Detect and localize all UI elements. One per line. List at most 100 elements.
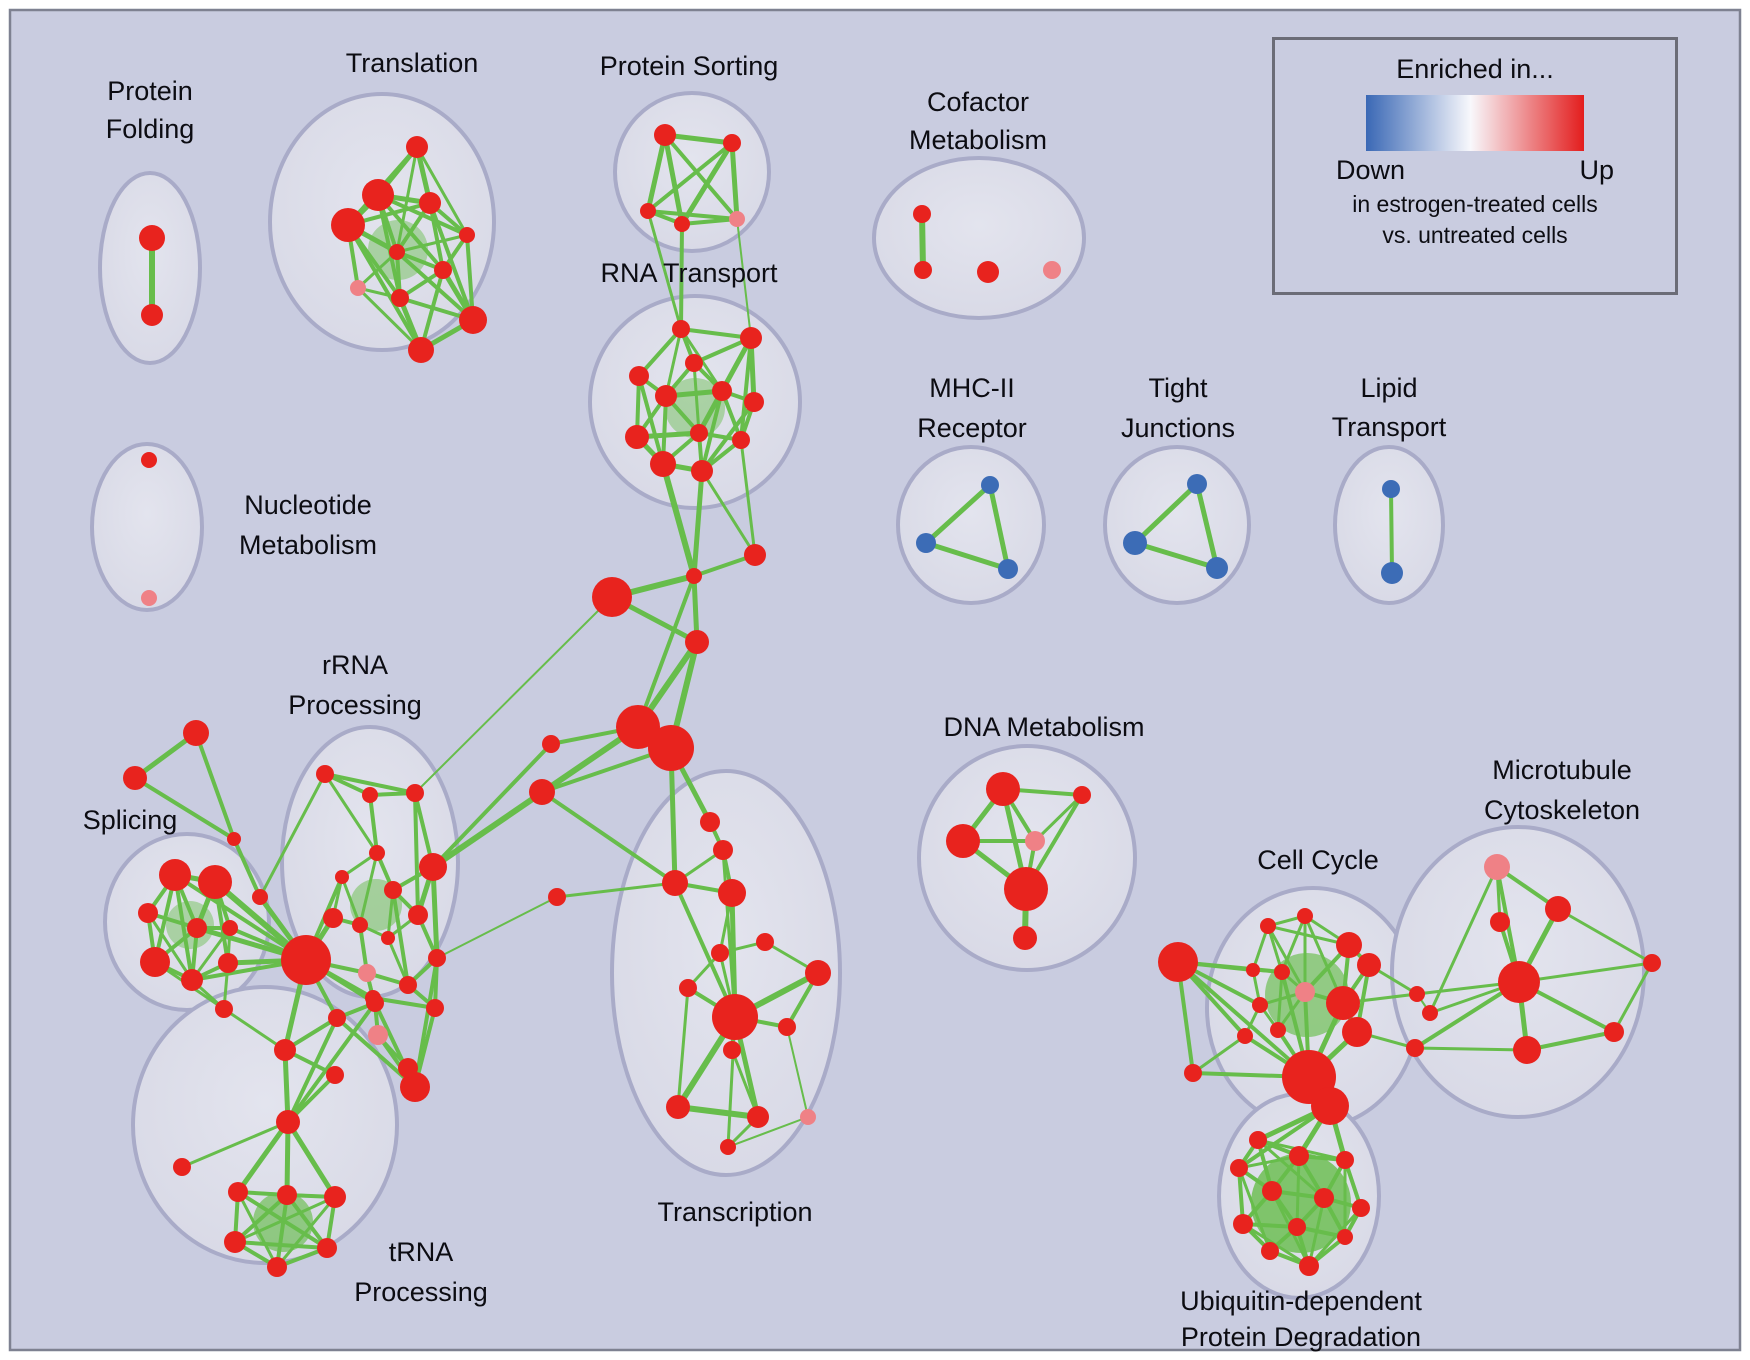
node-mhc-ii-receptor[interactable]: [998, 559, 1018, 579]
node-rna-transport[interactable]: [744, 392, 764, 412]
node-rrna-processing[interactable]: [323, 908, 343, 928]
node-cell-cycle[interactable]: [1260, 918, 1276, 934]
node-translation[interactable]: [391, 289, 409, 307]
node-trna-processing[interactable]: [400, 1072, 430, 1102]
node-cell-cycle[interactable]: [1158, 942, 1198, 982]
node-splicing[interactable]: [140, 947, 170, 977]
node-tight-junctions[interactable]: [1187, 474, 1207, 494]
node-ubiquitin-degradation[interactable]: [1337, 1229, 1353, 1245]
node-dna-metabolism[interactable]: [1025, 831, 1045, 851]
node-nucleotide-metabolism[interactable]: [141, 590, 157, 606]
node-transcription[interactable]: [756, 933, 774, 951]
node-rrna-processing[interactable]: [362, 787, 378, 803]
node-splicing[interactable]: [215, 1000, 233, 1018]
node-dna-metabolism[interactable]: [946, 824, 980, 858]
node-cell-cycle[interactable]: [1237, 1028, 1253, 1044]
node-transcription[interactable]: [805, 960, 831, 986]
node-rrna-processing[interactable]: [426, 999, 444, 1017]
node-transcription[interactable]: [662, 870, 688, 896]
node-dna-metabolism[interactable]: [1004, 867, 1048, 911]
node-rrna-processing[interactable]: [369, 845, 385, 861]
node-rna-transport[interactable]: [625, 425, 649, 449]
node-protein-sorting[interactable]: [723, 134, 741, 152]
node-cofactor-metabolism[interactable]: [977, 261, 999, 283]
node-central[interactable]: [648, 725, 694, 771]
node-dna-metabolism[interactable]: [986, 772, 1020, 806]
node-translation[interactable]: [459, 227, 475, 243]
node-cell-cycle[interactable]: [1342, 1017, 1372, 1047]
node-splicing[interactable]: [218, 953, 238, 973]
node-transcription[interactable]: [723, 1041, 741, 1059]
node-rrna-processing[interactable]: [408, 905, 428, 925]
node-transcription[interactable]: [718, 879, 746, 907]
node-cell-cycle[interactable]: [1274, 964, 1290, 980]
node-cell-cycle[interactable]: [1270, 1022, 1286, 1038]
node-protein-sorting[interactable]: [729, 211, 745, 227]
node-tight-junctions[interactable]: [1123, 531, 1147, 555]
node-protein-folding[interactable]: [139, 225, 165, 251]
node-ubiquitin-degradation[interactable]: [1233, 1214, 1253, 1234]
node-microtubule-cytoskeleton[interactable]: [1604, 1022, 1624, 1042]
node-rna-transport[interactable]: [740, 327, 762, 349]
node-translation[interactable]: [434, 261, 452, 279]
node-cofactor-metabolism[interactable]: [914, 261, 932, 279]
node-splicing-outer[interactable]: [227, 832, 241, 846]
node-trna-processing[interactable]: [274, 1039, 296, 1061]
node-ubiquitin-degradation[interactable]: [1352, 1199, 1370, 1217]
node-ubiquitin-degradation[interactable]: [1314, 1188, 1334, 1208]
node-rna-transport[interactable]: [685, 354, 703, 372]
node-splicing-outer[interactable]: [183, 720, 209, 746]
node-splicing[interactable]: [138, 903, 158, 923]
node-rrna-processing[interactable]: [399, 976, 417, 994]
node-splicing[interactable]: [181, 969, 203, 991]
node-lipid-transport[interactable]: [1381, 562, 1403, 584]
node-rrna-processing[interactable]: [335, 870, 349, 884]
node-transcription[interactable]: [778, 1018, 796, 1036]
node-transcription[interactable]: [712, 994, 758, 1040]
node-rna-transport[interactable]: [655, 385, 677, 407]
node-microtubule-cytoskeleton[interactable]: [1545, 896, 1571, 922]
node-transcription[interactable]: [720, 1139, 736, 1155]
node-central[interactable]: [685, 630, 709, 654]
node-central[interactable]: [592, 577, 632, 617]
node-protein-sorting[interactable]: [654, 124, 676, 146]
node-splicing[interactable]: [187, 918, 207, 938]
node-translation[interactable]: [408, 337, 434, 363]
node-microtubule-cytoskeleton[interactable]: [1484, 854, 1510, 880]
node-dna-metabolism[interactable]: [1073, 786, 1091, 804]
node-rrna-processing[interactable]: [352, 917, 368, 933]
node-trna-processing[interactable]: [368, 1025, 388, 1045]
node-lipid-transport[interactable]: [1382, 480, 1400, 498]
node-ubiquitin-degradation[interactable]: [1261, 1242, 1279, 1260]
node-ubiquitin-degradation[interactable]: [1299, 1256, 1319, 1276]
node-rrna-processing[interactable]: [428, 949, 446, 967]
node-trna-processing[interactable]: [328, 1009, 346, 1027]
node-microtubule-cytoskeleton[interactable]: [1643, 954, 1661, 972]
node-transcription[interactable]: [713, 840, 733, 860]
node-trna-processing[interactable]: [317, 1238, 337, 1258]
node-rrna-processing[interactable]: [281, 935, 331, 985]
node-cell-cycle[interactable]: [1295, 982, 1315, 1002]
node-cell-cycle[interactable]: [1297, 908, 1313, 924]
node-trna-processing[interactable]: [267, 1257, 287, 1277]
node-rna-transport[interactable]: [712, 381, 732, 401]
node-central[interactable]: [744, 544, 766, 566]
node-ubiquitin-degradation[interactable]: [1336, 1151, 1354, 1169]
node-central[interactable]: [542, 735, 560, 753]
node-microtubule-cytoskeleton[interactable]: [1498, 961, 1540, 1003]
node-trna-processing[interactable]: [276, 1110, 300, 1134]
node-translation[interactable]: [362, 179, 394, 211]
node-microtubule-cytoskeleton[interactable]: [1513, 1036, 1541, 1064]
node-microtubule-cytoskeleton[interactable]: [1490, 912, 1510, 932]
node-nucleotide-metabolism[interactable]: [141, 452, 157, 468]
node-cell-cycle[interactable]: [1422, 1005, 1438, 1021]
node-transcription[interactable]: [700, 812, 720, 832]
node-cell-cycle[interactable]: [1336, 932, 1362, 958]
node-ubiquitin-degradation[interactable]: [1262, 1181, 1282, 1201]
node-cell-cycle[interactable]: [1357, 953, 1381, 977]
node-splicing-outer[interactable]: [252, 889, 268, 905]
node-trna-processing[interactable]: [277, 1185, 297, 1205]
node-translation[interactable]: [331, 208, 365, 242]
node-trna-processing[interactable]: [324, 1186, 346, 1208]
node-cell-cycle[interactable]: [1184, 1064, 1202, 1082]
